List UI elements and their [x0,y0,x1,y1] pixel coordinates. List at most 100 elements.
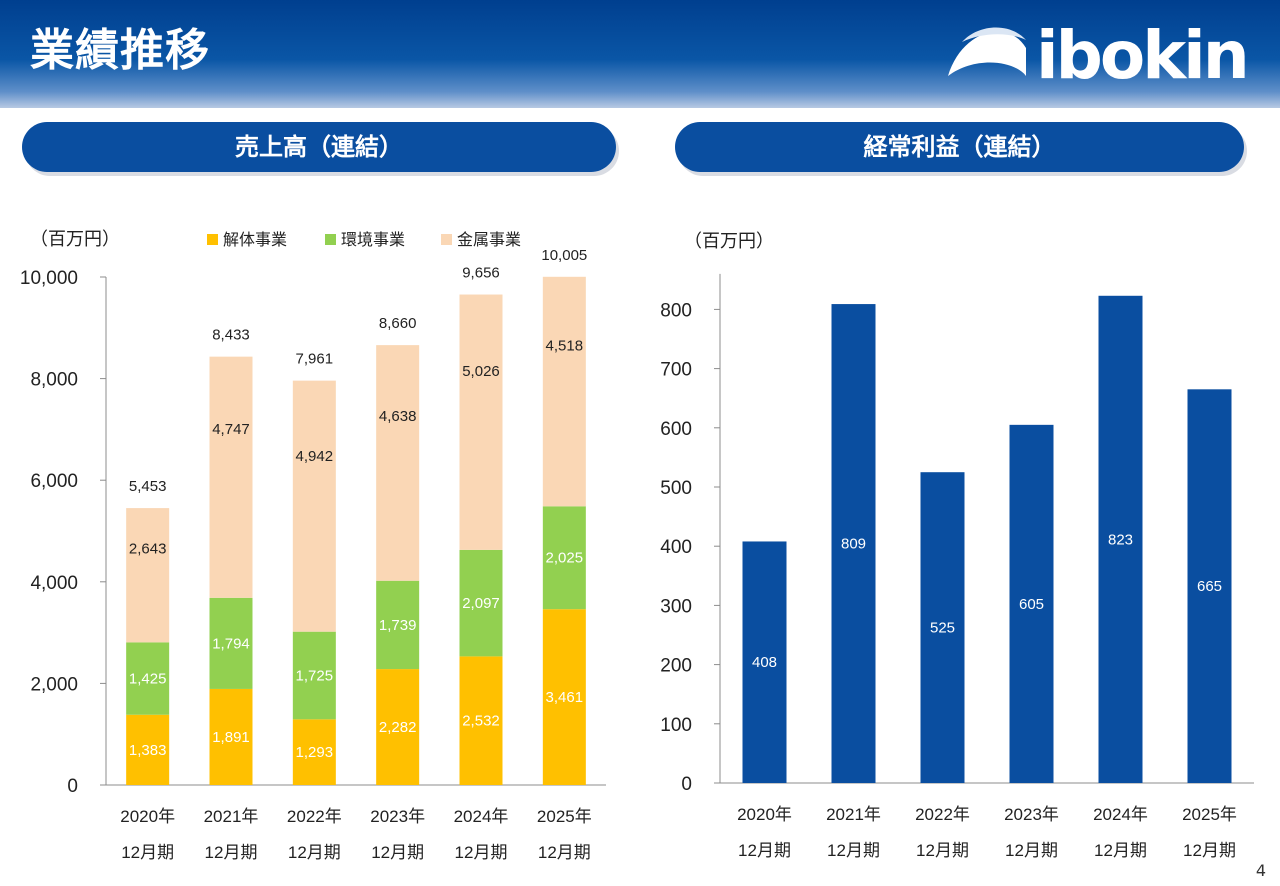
sales-bar-segment [542,506,586,610]
sales-y-tick-label: 4,000 [30,573,78,594]
sales-segment-label: 1,425 [129,671,167,688]
mountain-logo-icon [948,31,1026,76]
sales-x-tick-sublabel: 12月期 [205,843,258,862]
sales-segment-label: 4,638 [379,408,417,425]
profit-x-tick-sublabel: 12月期 [827,841,880,860]
sales-bar-segment [209,356,253,598]
profit-bar-label: 408 [752,654,777,671]
profit-y-tick-label: 300 [660,596,692,617]
profit-y-tick-label: 600 [660,419,692,440]
sales-total-label: 5,453 [129,478,167,495]
profit-y-tick-label: 0 [681,774,692,795]
profit-x-tick-sublabel: 12月期 [916,841,969,860]
sales-x-tick-label: 2020年 [120,807,175,826]
profit-bar [831,304,876,783]
sales-bar-segment [292,719,336,785]
profit-bar [1098,295,1143,783]
sales-x-tick-sublabel: 12月期 [121,843,174,862]
profit-y-tick-label: 100 [660,715,692,736]
profit-x-tick-sublabel: 12月期 [1005,841,1058,860]
profit-x-tick-sublabel: 12月期 [1094,841,1147,860]
profit-x-tick-sublabel: 12月期 [738,841,791,860]
logo-text: ibokin [1036,17,1247,88]
profit-chart-title: 経常利益（連結） [675,122,1244,172]
sales-bar-segment [209,688,253,785]
profit-bar [1009,424,1054,783]
sales-segment-label: 2,025 [546,550,584,567]
sales-segment-label: 1,891 [212,729,250,746]
sales-x-tick-label: 2021年 [204,807,259,826]
profit-bar-label: 665 [1197,578,1222,595]
sales-y-tick-label: 10,000 [20,268,78,289]
sales-segment-label: 1,794 [212,635,250,652]
sales-chart-title: 売上高（連結） [22,122,616,172]
sales-x-tick-sublabel: 12月期 [455,843,508,862]
sales-bar-segment [126,714,170,785]
sales-segment-label: 4,942 [296,448,334,465]
sales-y-tick-label: 2,000 [30,674,78,695]
profit-y-tick-label: 700 [660,360,692,381]
company-logo: ibokin [948,17,1250,88]
sales-x-tick-label: 2025年 [537,807,592,826]
sales-y-tick-label: 0 [67,776,78,797]
profit-bar [742,541,787,783]
sales-segment-label: 2,097 [462,595,500,612]
sales-segment-label: 1,739 [379,617,417,634]
sales-bar-segment [292,380,336,632]
sales-segment-label: 2,282 [379,719,417,736]
sales-bar-segment [126,508,170,643]
sales-legend-swatch [207,234,218,245]
header-banner: 業績推移 ibokin [0,0,1280,108]
sales-x-tick-label: 2024年 [454,807,509,826]
profit-x-tick-label: 2021年 [826,805,881,824]
sales-y-tick-label: 8,000 [30,370,78,391]
sales-unit-label: （百万円） [30,229,120,249]
profit-bar-label: 605 [1019,596,1044,613]
sales-bar-segment [459,656,503,785]
sales-bar-segment [376,345,420,581]
profit-x-tick-label: 2024年 [1093,805,1148,824]
sales-legend-label: 金属事業 [457,231,521,249]
page-number: 4 [1255,861,1266,880]
sales-segment-label: 4,747 [212,421,250,438]
sales-total-label: 9,656 [462,265,500,282]
profit-y-tick-label: 200 [660,656,692,677]
sales-legend-swatch [441,234,452,245]
sales-segment-label: 1,293 [296,744,334,761]
sales-x-tick-sublabel: 12月期 [371,843,424,862]
sales-legend-label: 環境事業 [341,230,405,249]
profit-bar-label: 823 [1108,531,1133,548]
profit-x-tick-label: 2020年 [737,805,792,824]
sales-legend-label: 解体事業 [223,231,287,249]
sales-x-tick-label: 2022年 [287,807,342,826]
sales-segment-label: 1,725 [296,668,334,685]
sales-legend-swatch [325,234,336,245]
sales-segment-label: 3,461 [546,689,584,706]
sales-x-tick-sublabel: 12月期 [288,843,341,862]
sales-bar-segment [376,669,420,785]
sales-bar-segment [209,597,253,689]
sales-bar-segment [459,549,503,657]
sales-segment-label: 5,026 [462,363,500,380]
profit-x-tick-label: 2023年 [1004,805,1059,824]
sales-x-tick-sublabel: 12月期 [538,843,591,862]
sales-segment-label: 4,518 [546,338,584,355]
sales-total-label: 8,433 [212,327,250,344]
profit-x-tick-label: 2022年 [915,805,970,824]
sales-bar-segment [376,580,420,670]
sales-bar-segment [292,631,336,720]
sales-total-label: 7,961 [296,351,334,368]
sales-bar-segment [126,642,170,715]
sales-segment-label: 2,532 [462,713,500,730]
profit-bar-label: 525 [930,620,955,637]
sales-x-tick-label: 2023年 [370,807,425,826]
page-title: 業績推移 [30,25,210,76]
profit-bar-label: 809 [841,536,866,553]
sales-total-label: 8,660 [379,315,417,332]
profit-y-tick-label: 800 [660,300,692,321]
profit-x-tick-label: 2025年 [1182,805,1237,824]
profit-bar [920,472,965,783]
sales-bar-segment [542,609,586,785]
sales-chart: 0 2,000 4,000 6,000 8,000 10,000 （百万円） 解体事業 環境事業… [20,229,606,862]
